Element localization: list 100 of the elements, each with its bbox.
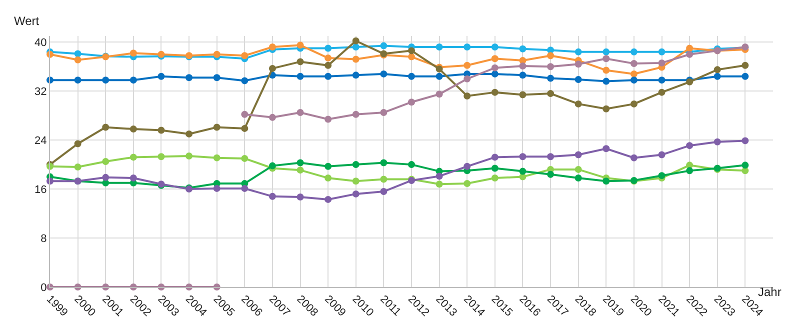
point [74, 76, 82, 84]
point [324, 196, 332, 203]
y-tick-label: 40 [34, 36, 47, 49]
point [686, 167, 694, 174]
point [186, 74, 193, 82]
point [324, 162, 332, 170]
point [547, 74, 554, 82]
point [352, 56, 360, 63]
point [574, 48, 582, 56]
point [102, 174, 110, 181]
point [241, 124, 248, 132]
point [464, 44, 471, 51]
point [296, 159, 304, 166]
point [213, 154, 220, 162]
point [380, 109, 388, 116]
point [130, 126, 137, 133]
point [574, 60, 582, 68]
point [658, 172, 666, 180]
point [630, 100, 638, 108]
point [491, 88, 498, 96]
point [714, 72, 721, 80]
point [686, 44, 694, 52]
point [324, 72, 332, 80]
point [380, 176, 388, 183]
point [491, 44, 498, 51]
point [130, 50, 137, 57]
y-tick-label: 32 [34, 86, 47, 98]
point [519, 45, 526, 52]
point [574, 166, 582, 173]
point [574, 174, 582, 182]
point [380, 42, 388, 50]
point [324, 62, 332, 69]
point [408, 47, 415, 54]
point [74, 50, 82, 58]
point [296, 42, 304, 49]
point [74, 164, 82, 171]
point [630, 60, 638, 68]
point [408, 98, 415, 106]
point [324, 54, 332, 62]
point [268, 192, 276, 200]
point [547, 52, 554, 60]
point [714, 66, 721, 74]
point [686, 50, 694, 58]
y-tick-label: 8 [40, 232, 47, 245]
point [519, 62, 526, 70]
point [352, 178, 360, 185]
point [102, 158, 110, 165]
point [574, 76, 582, 83]
point [296, 109, 304, 116]
y-tick-label: 0 [40, 282, 47, 294]
point [658, 88, 666, 96]
point [547, 90, 554, 98]
point [268, 162, 276, 170]
point [158, 153, 165, 160]
point [352, 190, 360, 198]
point [324, 116, 332, 123]
point [436, 72, 443, 80]
point [491, 164, 498, 172]
point [491, 174, 498, 182]
point [436, 172, 443, 180]
point [380, 70, 388, 78]
point [686, 142, 694, 150]
point [241, 184, 248, 192]
point [519, 72, 526, 79]
point [658, 76, 666, 84]
point [464, 92, 471, 100]
point [714, 138, 721, 146]
point [602, 48, 610, 56]
point [464, 75, 471, 82]
point [130, 174, 137, 182]
point [464, 62, 471, 69]
point [519, 168, 526, 175]
point [519, 91, 526, 98]
point [658, 48, 666, 56]
point [547, 153, 554, 160]
point [630, 70, 638, 78]
point [74, 140, 82, 148]
point [742, 72, 749, 80]
point [464, 162, 471, 170]
point [213, 50, 220, 58]
point [574, 100, 582, 108]
point [602, 105, 610, 112]
point [158, 72, 165, 80]
point [602, 55, 610, 62]
point [352, 161, 360, 168]
point [742, 137, 749, 144]
point [408, 53, 415, 60]
point [464, 180, 471, 188]
point [630, 76, 638, 84]
point [186, 130, 193, 138]
point [130, 154, 137, 161]
point [602, 145, 610, 152]
point [658, 59, 666, 66]
point [519, 153, 526, 160]
point [296, 166, 304, 174]
point [241, 52, 248, 60]
point [630, 154, 638, 162]
point [324, 174, 332, 182]
point [491, 154, 498, 161]
point [491, 70, 498, 78]
